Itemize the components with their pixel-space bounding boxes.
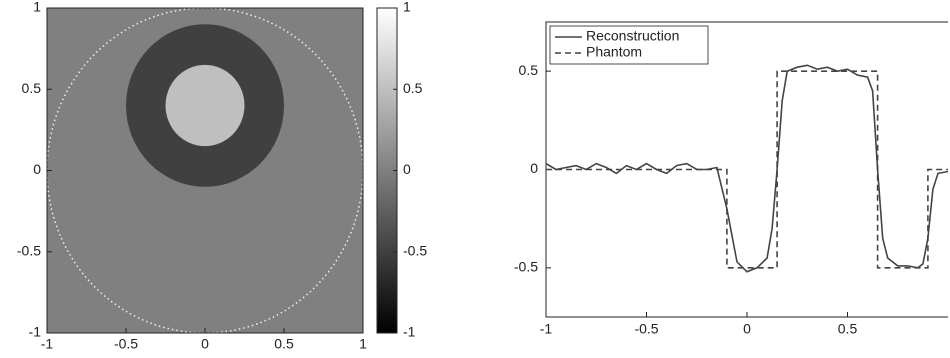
colorbar-tick-label: 0.5 [403,80,423,96]
y-tick-label: -0.5 [514,259,538,275]
colorbar-tick-label: 0 [403,161,411,177]
x-tick-label: -1 [41,336,54,352]
image-area [47,8,363,333]
y-tick-label: -0.5 [17,242,41,258]
colorbar-tick-label: -0.5 [403,242,427,258]
x-tick-label: 0.5 [838,321,858,337]
x-tick-label: -0.5 [114,336,138,352]
page: -1 -0.5 0 0.5 1 -1 -0.5 0 0.5 1 -1 -0.5 0 0.5 1 -1 -0.5 0… [0,0,950,353]
x-tick-label: 1 [359,336,367,352]
legend-label: Phantom [586,44,642,60]
colorbar-tick-label: -1 [403,324,416,340]
x-tick-label: -1 [540,321,553,337]
legend-label: Reconstruction [586,28,679,44]
series-line [546,65,948,271]
x-tick-label: 0.5 [274,336,294,352]
y-tick-label: 1 [33,0,41,15]
y-tick-label: 0 [33,161,41,177]
y-tick-label: -1 [29,324,42,340]
x-tick-label: 0 [743,321,751,337]
x-tick-label: -0.5 [634,321,658,337]
region [166,65,245,146]
series-line [546,71,948,268]
y-tick-label: 0.5 [519,62,539,78]
y-tick-label: 0.5 [22,80,42,96]
x-tick-label: 0 [201,336,209,352]
y-tick-label: 0 [530,160,538,176]
colorbar-tick-label: 1 [403,0,411,15]
figure: -1 -0.5 0 0.5 1 -1 -0.5 0 0.5 1 -1 -0.5 0 0.5 1 -1 -0.5 0… [0,0,950,353]
